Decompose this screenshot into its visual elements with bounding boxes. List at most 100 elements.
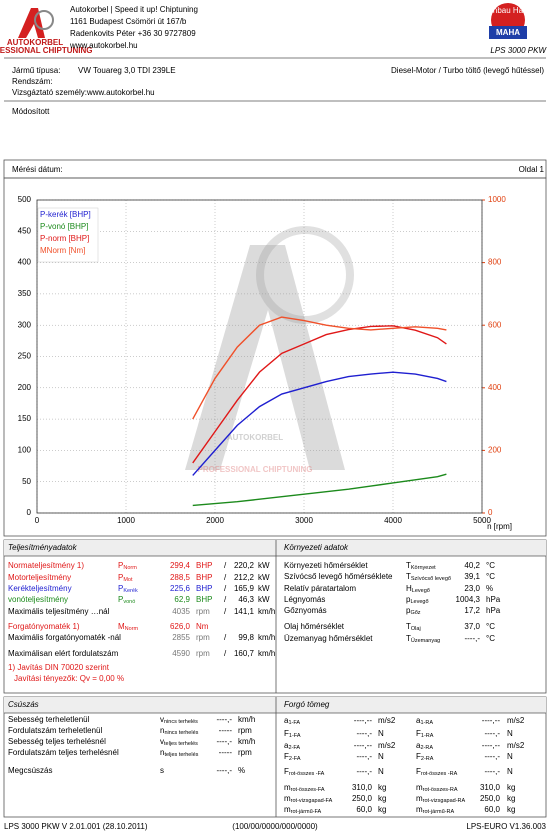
symbol: F2-FA (284, 752, 301, 762)
symbol: a1-RA (416, 716, 433, 726)
symbol: F1-FA (284, 729, 301, 739)
symbol-letter: m (284, 794, 291, 803)
value: ----,- (484, 767, 500, 776)
symbol-letter: v (160, 737, 164, 746)
symbol-letter: n (160, 748, 164, 757)
value: ----,- (216, 766, 232, 775)
symbol-letter: T (406, 561, 411, 570)
symbol-letter: M (118, 622, 125, 631)
symbol-subscript: 1-RA (421, 733, 434, 739)
unit: kg (507, 783, 515, 792)
row-label: Javítási tényezők: Qv = 0,00 % (14, 674, 124, 683)
unit: BHP (196, 595, 212, 604)
unit: km/h (258, 633, 275, 642)
symbol-subscript: Gőz (410, 610, 420, 616)
section-title: Csúszás (8, 700, 39, 709)
watermark-text: PROFESSIONAL CHIPTUNING (198, 465, 313, 474)
row-label: Fordulatszám terheletlenül (8, 726, 102, 735)
symbol: TÜzemanyag (406, 634, 440, 644)
symbol-subscript: Szívócső levegő (411, 576, 451, 582)
value: 46,3 (238, 595, 254, 604)
symbol: a2-FA (284, 741, 300, 751)
symbol-letter: a (284, 716, 289, 725)
maha-logo (489, 3, 527, 39)
symbol-letter: F (284, 752, 289, 761)
symbol-letter: a (284, 741, 289, 750)
legend-entry: MNorm [Nm] (40, 246, 85, 255)
symbol-subscript: Üzemanyag (411, 637, 440, 644)
symbol-letter: p (406, 595, 411, 604)
symbol: pGőz (406, 606, 421, 616)
row-label: Maximális teljesítmény …nál (8, 607, 110, 616)
symbol-subscript: rot-jármű-RA (423, 809, 455, 815)
symbol: pLevegő (406, 595, 429, 605)
symbol-letter: n (160, 726, 164, 735)
separator: / (224, 573, 227, 582)
value: 160,7 (234, 649, 255, 658)
watermark-text: AUTOKORBEL (227, 433, 283, 442)
y-tick-label: 500 (18, 195, 32, 204)
symbol: mrot-vizsgapad-RA (416, 794, 465, 804)
symbol: HLevegő (406, 584, 430, 594)
row-label: Maximális forgatónyomaték -nál (8, 633, 121, 642)
unit: Nm (196, 622, 209, 631)
symbol-subscript: rot-jármű-FA (291, 809, 322, 815)
value: 40,2 (464, 561, 480, 570)
y-tick-label: 350 (18, 289, 32, 298)
row-label: Keréktelјesítmény (8, 584, 72, 593)
symbol: Pvonó (118, 595, 135, 605)
autokorbel-logo (18, 8, 54, 38)
unit: m/s2 (378, 716, 396, 725)
row-label: Relatív páratartalom (284, 584, 356, 593)
symbol-subscript: 2-FA (289, 756, 301, 762)
unit: kg (378, 783, 386, 792)
symbol: F2-RA (416, 752, 434, 762)
value: ----,- (216, 737, 232, 746)
row-label: Olaj hőmérséklet (284, 622, 345, 631)
value: 39,1 (464, 572, 480, 581)
unit: °C (486, 634, 495, 643)
value: ----,- (216, 715, 232, 724)
symbol-subscript: rot-összes -RA (421, 771, 458, 777)
legend-entry: P-kerék [BHP] (40, 210, 91, 219)
unit: kg (378, 805, 386, 814)
value: ----,- (484, 752, 500, 761)
value: 4035 (172, 607, 190, 616)
series-line (192, 325, 447, 464)
value: 60,0 (484, 805, 500, 814)
symbol-letter: P (118, 573, 123, 582)
symbol-letter: m (284, 805, 291, 814)
unit: kg (507, 794, 515, 803)
symbol-subscript: nincs terhelés (164, 730, 198, 736)
y-tick-label: 150 (18, 414, 32, 423)
symbol-subscript: 2-FA (288, 745, 300, 751)
chart-box (3, 177, 547, 537)
series-line (192, 473, 447, 507)
unit: rpm (196, 633, 210, 642)
unit: kW (258, 595, 270, 604)
symbol-subscript: Mot (123, 577, 133, 583)
x-tick-label: 3000 (295, 516, 313, 525)
symbol-letter: m (416, 794, 423, 803)
symbol: TSzívócső levegő (406, 572, 451, 582)
footer-center: (100/00/0000/000/0000) (232, 822, 318, 831)
unit: rpm (238, 726, 252, 735)
row-label: Légnyomás (284, 595, 325, 604)
symbol: TOlaj (406, 622, 421, 632)
vehicle-label: Jármű típusa: (12, 66, 60, 75)
y-tick-label: 50 (22, 477, 31, 486)
unit: rpm (238, 748, 252, 757)
symbol-subscript: 2-RA (421, 756, 434, 762)
symbol-subscript: Olaj (411, 626, 421, 632)
y2-tick-label: 0 (488, 508, 493, 517)
unit: km/h (258, 649, 275, 658)
unit: N (378, 729, 384, 738)
row-label: Sebesség teljes terhelésnél (8, 737, 106, 746)
watermark-shape (256, 226, 354, 324)
logo-name: AUTOKORBEL (7, 38, 63, 47)
logo-tagline: PROFESSIONAL CHIPTUNING (0, 46, 92, 55)
separator: / (224, 607, 227, 616)
unit: °C (486, 561, 495, 570)
